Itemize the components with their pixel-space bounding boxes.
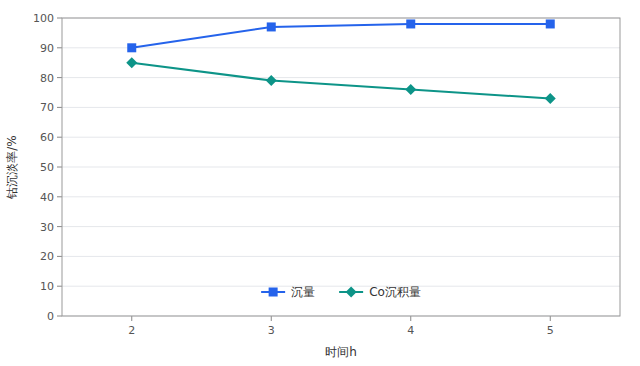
grid-line (62, 226, 620, 227)
x-tick (550, 316, 551, 321)
chart: 0 10 20 30 40 50 60 70 80 90 100 2 3 4 5 时间h 钴沉淡率/% 沉量 Co沉… (0, 0, 640, 366)
y-axis-label: 钴沉淡率/% (5, 135, 19, 199)
grid-line (62, 47, 620, 48)
point-marker (405, 84, 416, 95)
y-tick (57, 226, 62, 227)
y-tick (57, 107, 62, 108)
series-line (132, 24, 551, 48)
x-axis-label: 时间h (325, 345, 357, 359)
point-marker (546, 19, 555, 28)
y-tick (57, 167, 62, 168)
chart-container: 0 10 20 30 40 50 60 70 80 90 100 2 3 4 5 时间h 钴沉淡率/% 沉量 Co沉… (0, 0, 640, 366)
point-marker (127, 43, 136, 52)
point-marker (545, 93, 556, 104)
y-tick-label: 10 (40, 280, 54, 293)
x-tick (410, 316, 411, 321)
legend-marker (346, 287, 357, 298)
grid-line (62, 196, 620, 197)
grid-line (62, 167, 620, 168)
y-tick-label: 50 (40, 161, 54, 174)
series-line (132, 63, 551, 99)
point-marker (266, 75, 277, 86)
y-tick (57, 316, 62, 317)
y-tick-label: 60 (40, 131, 54, 144)
grid-line (62, 286, 620, 287)
legend-item: Co沉积量 (339, 285, 421, 299)
x-tick-label: 5 (547, 324, 554, 337)
y-tick-label: 0 (47, 310, 54, 323)
grid-line (62, 256, 620, 257)
y-tick (57, 196, 62, 197)
x-tick-label: 3 (268, 324, 275, 337)
grid-line (62, 137, 620, 138)
y-tick (57, 47, 62, 48)
x-tick-label: 4 (407, 324, 414, 337)
x-tick (131, 316, 132, 321)
y-tick-label: 40 (40, 191, 54, 204)
y-tick-label: 90 (40, 42, 54, 55)
grid-line (62, 77, 620, 78)
y-tick (57, 256, 62, 257)
point-marker (267, 22, 276, 31)
legend-label: Co沉积量 (369, 285, 421, 299)
plot-frame (62, 18, 620, 316)
point-marker (126, 57, 137, 68)
axes: 0 10 20 30 40 50 60 70 80 90 100 2 3 4 5 (33, 12, 620, 337)
y-tick-label: 20 (40, 250, 54, 263)
y-tick (57, 77, 62, 78)
legend: 沉量 Co沉积量 (261, 285, 421, 299)
y-tick (57, 18, 62, 19)
y-tick-label: 30 (40, 221, 54, 234)
x-tick-label: 2 (128, 324, 135, 337)
y-tick-label: 100 (33, 12, 54, 25)
legend-marker (269, 288, 278, 297)
y-tick (57, 137, 62, 138)
legend-item: 沉量 (261, 285, 315, 299)
grid (62, 18, 620, 316)
y-tick-label: 70 (40, 101, 54, 114)
legend-label: 沉量 (291, 285, 315, 299)
plot-area (126, 19, 556, 104)
point-marker (406, 19, 415, 28)
y-tick (57, 286, 62, 287)
grid-line (62, 107, 620, 108)
y-tick-label: 80 (40, 72, 54, 85)
x-tick (271, 316, 272, 321)
